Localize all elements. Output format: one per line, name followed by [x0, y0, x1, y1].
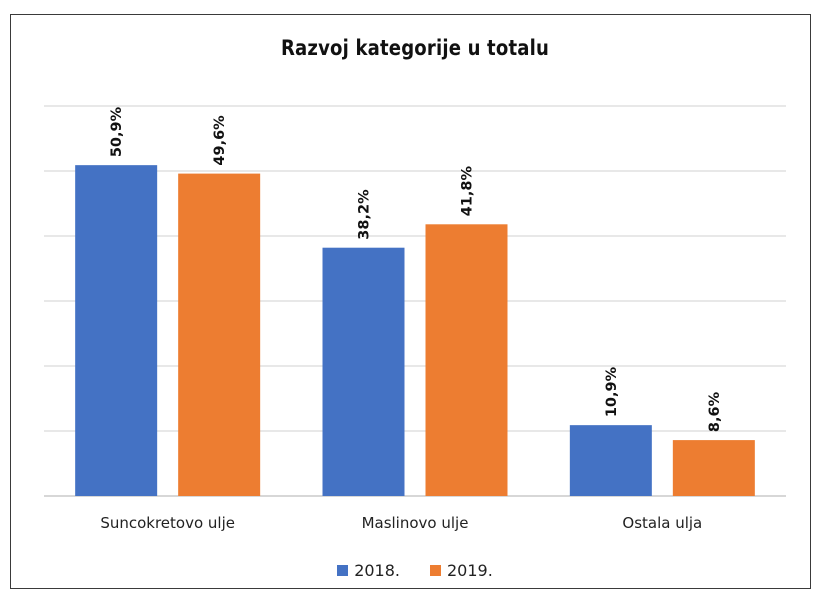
- legend-label-2018: 2018.: [354, 561, 400, 580]
- gridlines: [44, 105, 786, 497]
- bars: [75, 165, 755, 497]
- bar-2018-1: [322, 247, 405, 496]
- legend-item-2019: 2019.: [430, 561, 493, 580]
- data-labels: 50,9% 49,6% 38,2% 41,8% 10,9% 8,6%: [109, 106, 723, 432]
- category-label-1: Maslinovo ulje: [362, 514, 469, 532]
- legend: 2018. 2019.: [0, 561, 830, 580]
- bar-2019-2: [672, 440, 755, 496]
- legend-swatch-2019: [430, 565, 441, 576]
- category-label-2: Ostala ulja: [622, 514, 702, 532]
- bar-2018-0: [75, 165, 158, 496]
- data-label-2019-2: 8,6%: [707, 391, 723, 432]
- bar-2018-2: [569, 425, 652, 496]
- data-label-2018-2: 10,9%: [604, 366, 620, 417]
- data-label-2019-0: 49,6%: [212, 115, 228, 166]
- category-labels: Suncokretovo ulje Maslinovo ulje Ostala ul…: [100, 514, 702, 532]
- bar-2019-1: [425, 224, 508, 497]
- data-label-2019-1: 41,8%: [460, 166, 476, 217]
- legend-label-2019: 2019.: [447, 561, 493, 580]
- category-label-0: Suncokretovo ulje: [100, 514, 235, 532]
- legend-swatch-2018: [337, 565, 349, 576]
- chart-title: Razvoj kategorije u totalu: [280, 36, 550, 60]
- bar-2019-0: [178, 173, 261, 496]
- legend-item-2018: 2018.: [337, 561, 400, 580]
- data-label-2018-1: 38,2%: [357, 189, 373, 240]
- data-label-2018-0: 50,9%: [109, 106, 125, 157]
